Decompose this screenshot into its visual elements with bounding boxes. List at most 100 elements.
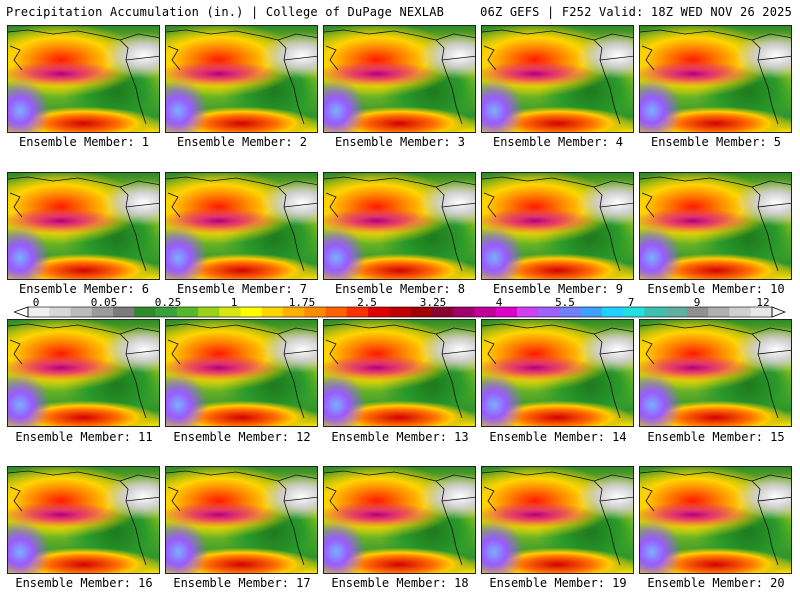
coastline-overlay xyxy=(8,29,159,125)
colorbar-bin xyxy=(431,307,454,317)
colorbar-bin xyxy=(219,307,241,317)
colorbar-bin xyxy=(601,307,624,317)
ensemble-member-label: Ensemble Member: 9 xyxy=(492,282,624,296)
colorbar-bin xyxy=(453,307,475,317)
colorbar-tick-label: 5.5 xyxy=(555,296,575,309)
colorbar-bin xyxy=(750,307,773,317)
ensemble-member-label: Ensemble Member: 15 xyxy=(647,430,785,444)
ensemble-map-panel xyxy=(481,319,634,427)
ensemble-member-label: Ensemble Member: 3 xyxy=(334,135,466,149)
ensemble-member-label: Ensemble Member: 5 xyxy=(650,135,782,149)
ensemble-member-label: Ensemble Member: 11 xyxy=(15,430,153,444)
colorbar-tick-label: 12 xyxy=(756,296,770,309)
colorbar-bin xyxy=(134,307,156,317)
colorbar-bin xyxy=(368,307,390,317)
ensemble-map-panel xyxy=(481,172,634,280)
colorbar-tick-label: 0.05 xyxy=(90,296,118,309)
ensemble-map-panel xyxy=(639,172,792,280)
coastline-overlay xyxy=(166,176,317,272)
ensemble-map-panel xyxy=(639,466,792,574)
ensemble-member-label: Ensemble Member: 2 xyxy=(176,135,308,149)
colorbar-bin xyxy=(176,307,199,317)
colorbar-bin xyxy=(559,307,581,317)
colorbar-bin xyxy=(325,307,348,317)
colorbar-bin xyxy=(283,307,305,317)
coastline-overlay xyxy=(8,176,159,272)
coastline-overlay xyxy=(324,176,475,272)
ensemble-map-panel xyxy=(165,319,318,427)
ensemble-map-panel xyxy=(323,172,476,280)
colorbar-tick-label: 9 xyxy=(693,296,701,309)
ensemble-map-panel xyxy=(7,25,160,133)
colorbar-bin xyxy=(516,307,539,317)
colorbar-tick-label: 4 xyxy=(495,296,503,309)
colorbar-tick-label: 7 xyxy=(627,296,635,309)
colorbar-bin xyxy=(729,307,752,317)
colorbar-outline xyxy=(27,306,773,318)
ensemble-member-label: Ensemble Member: 18 xyxy=(331,576,469,590)
colorbar-tick-label: 1.75 xyxy=(288,296,316,309)
colorbar-max-arrow xyxy=(771,306,786,318)
coastline-overlay xyxy=(324,323,475,419)
colorbar-bin xyxy=(155,307,178,317)
coastline-overlay xyxy=(640,176,791,272)
coastline-overlay xyxy=(324,29,475,125)
coastline-overlay xyxy=(482,470,633,566)
colorbar-tick-label: 2.5 xyxy=(357,296,377,309)
ensemble-map-panel xyxy=(323,319,476,427)
ensemble-member-label: Ensemble Member: 12 xyxy=(173,430,311,444)
colorbar-tick-label: 3.25 xyxy=(419,296,447,309)
colorbar-bin xyxy=(240,307,263,317)
coastline-overlay xyxy=(640,323,791,419)
ensemble-map-panel xyxy=(323,466,476,574)
ensemble-member-label: Ensemble Member: 1 xyxy=(18,135,150,149)
ensemble-member-label: Ensemble Member: 6 xyxy=(18,282,150,296)
colorbar-bin xyxy=(665,307,688,317)
coastline-overlay xyxy=(482,323,633,419)
colorbar-bin xyxy=(198,307,220,317)
colorbar-bin xyxy=(28,307,50,317)
ensemble-member-label: Ensemble Member: 17 xyxy=(173,576,311,590)
precip-colorbar xyxy=(14,306,786,318)
coastline-overlay xyxy=(8,470,159,566)
coastline-overlay xyxy=(8,323,159,419)
colorbar-bin xyxy=(686,307,709,317)
colorbar-bin xyxy=(474,307,496,317)
coastline-overlay xyxy=(482,176,633,272)
ensemble-member-label: Ensemble Member: 4 xyxy=(492,135,624,149)
ensemble-map-panel xyxy=(7,172,160,280)
ensemble-member-label: Ensemble Member: 10 xyxy=(647,282,785,296)
colorbar-bin xyxy=(91,307,114,317)
coastline-overlay xyxy=(640,470,791,566)
ensemble-map-panel xyxy=(165,466,318,574)
colorbar-bin xyxy=(389,307,411,317)
coastline-overlay xyxy=(166,323,317,419)
ensemble-member-label: Ensemble Member: 13 xyxy=(331,430,469,444)
ensemble-member-label: Ensemble Member: 20 xyxy=(647,576,785,590)
coastline-overlay xyxy=(166,29,317,125)
coastline-overlay xyxy=(324,470,475,566)
ensemble-map-panel xyxy=(481,466,634,574)
map-title: Precipitation Accumulation (in.) | Colle… xyxy=(6,5,445,19)
colorbar-bin xyxy=(538,307,560,317)
colorbar-min-arrow xyxy=(14,306,29,318)
ensemble-member-label: Ensemble Member: 16 xyxy=(15,576,153,590)
colorbar-bin xyxy=(70,307,93,317)
colorbar-bin xyxy=(644,307,667,317)
ensemble-map-panel xyxy=(165,172,318,280)
colorbar-bin xyxy=(304,307,326,317)
ensemble-map-panel xyxy=(639,319,792,427)
ensemble-map-panel xyxy=(481,25,634,133)
colorbar-tick-label: 0.25 xyxy=(154,296,182,309)
colorbar-bin xyxy=(580,307,603,317)
colorbar-bin xyxy=(495,307,518,317)
colorbar-bin xyxy=(708,307,730,317)
coastline-overlay xyxy=(166,470,317,566)
coastline-overlay xyxy=(640,29,791,125)
colorbar-bin xyxy=(623,307,645,317)
coastline-overlay xyxy=(482,29,633,125)
colorbar-tick-label: 1 xyxy=(230,296,238,309)
colorbar-bin xyxy=(261,307,284,317)
ensemble-member-label: Ensemble Member: 19 xyxy=(489,576,627,590)
ensemble-map-panel xyxy=(7,319,160,427)
